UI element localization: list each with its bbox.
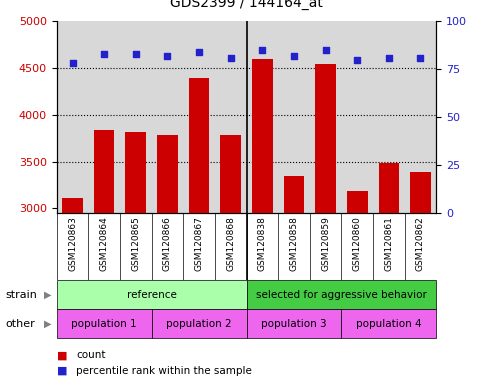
Point <box>227 55 235 61</box>
Bar <box>126 132 146 384</box>
Text: population 3: population 3 <box>261 318 327 329</box>
Text: GSM120863: GSM120863 <box>68 217 77 271</box>
Point <box>417 55 424 61</box>
Text: population 1: population 1 <box>71 318 137 329</box>
Text: ▶: ▶ <box>44 318 52 329</box>
Text: GSM120858: GSM120858 <box>289 217 298 271</box>
Point <box>69 60 76 66</box>
Text: GSM120865: GSM120865 <box>131 217 141 271</box>
Text: GSM120867: GSM120867 <box>195 217 204 271</box>
Text: selected for aggressive behavior: selected for aggressive behavior <box>256 290 427 300</box>
Point <box>258 47 266 53</box>
Text: reference: reference <box>127 290 176 300</box>
Bar <box>410 172 431 384</box>
Bar <box>283 175 304 384</box>
Bar <box>157 136 177 384</box>
Bar <box>220 136 241 384</box>
Point <box>132 51 140 57</box>
Text: count: count <box>76 350 106 360</box>
Text: GSM120868: GSM120868 <box>226 217 235 271</box>
Point <box>100 51 108 57</box>
Text: population 2: population 2 <box>166 318 232 329</box>
Text: GSM120862: GSM120862 <box>416 217 425 271</box>
Point <box>385 55 393 61</box>
Text: strain: strain <box>5 290 37 300</box>
Point <box>195 49 203 55</box>
Text: ■: ■ <box>57 366 67 376</box>
Text: population 4: population 4 <box>356 318 422 329</box>
Text: GSM120866: GSM120866 <box>163 217 172 271</box>
Point <box>353 56 361 63</box>
Text: GSM120861: GSM120861 <box>385 217 393 271</box>
Point <box>164 53 172 59</box>
Bar <box>252 59 273 384</box>
Text: ▶: ▶ <box>44 290 52 300</box>
Bar <box>62 198 83 384</box>
Point <box>290 53 298 59</box>
Text: GDS2399 / 144164_at: GDS2399 / 144164_at <box>170 0 323 10</box>
Bar <box>379 164 399 384</box>
Bar <box>347 190 367 384</box>
Text: GSM120860: GSM120860 <box>352 217 362 271</box>
Text: other: other <box>5 318 35 329</box>
Point <box>321 47 329 53</box>
Bar <box>94 130 114 384</box>
Text: GSM120859: GSM120859 <box>321 217 330 271</box>
Bar <box>189 78 210 384</box>
Text: ■: ■ <box>57 350 67 360</box>
Text: percentile rank within the sample: percentile rank within the sample <box>76 366 252 376</box>
Bar <box>316 64 336 384</box>
Text: GSM120838: GSM120838 <box>258 217 267 271</box>
Text: GSM120864: GSM120864 <box>100 217 108 271</box>
